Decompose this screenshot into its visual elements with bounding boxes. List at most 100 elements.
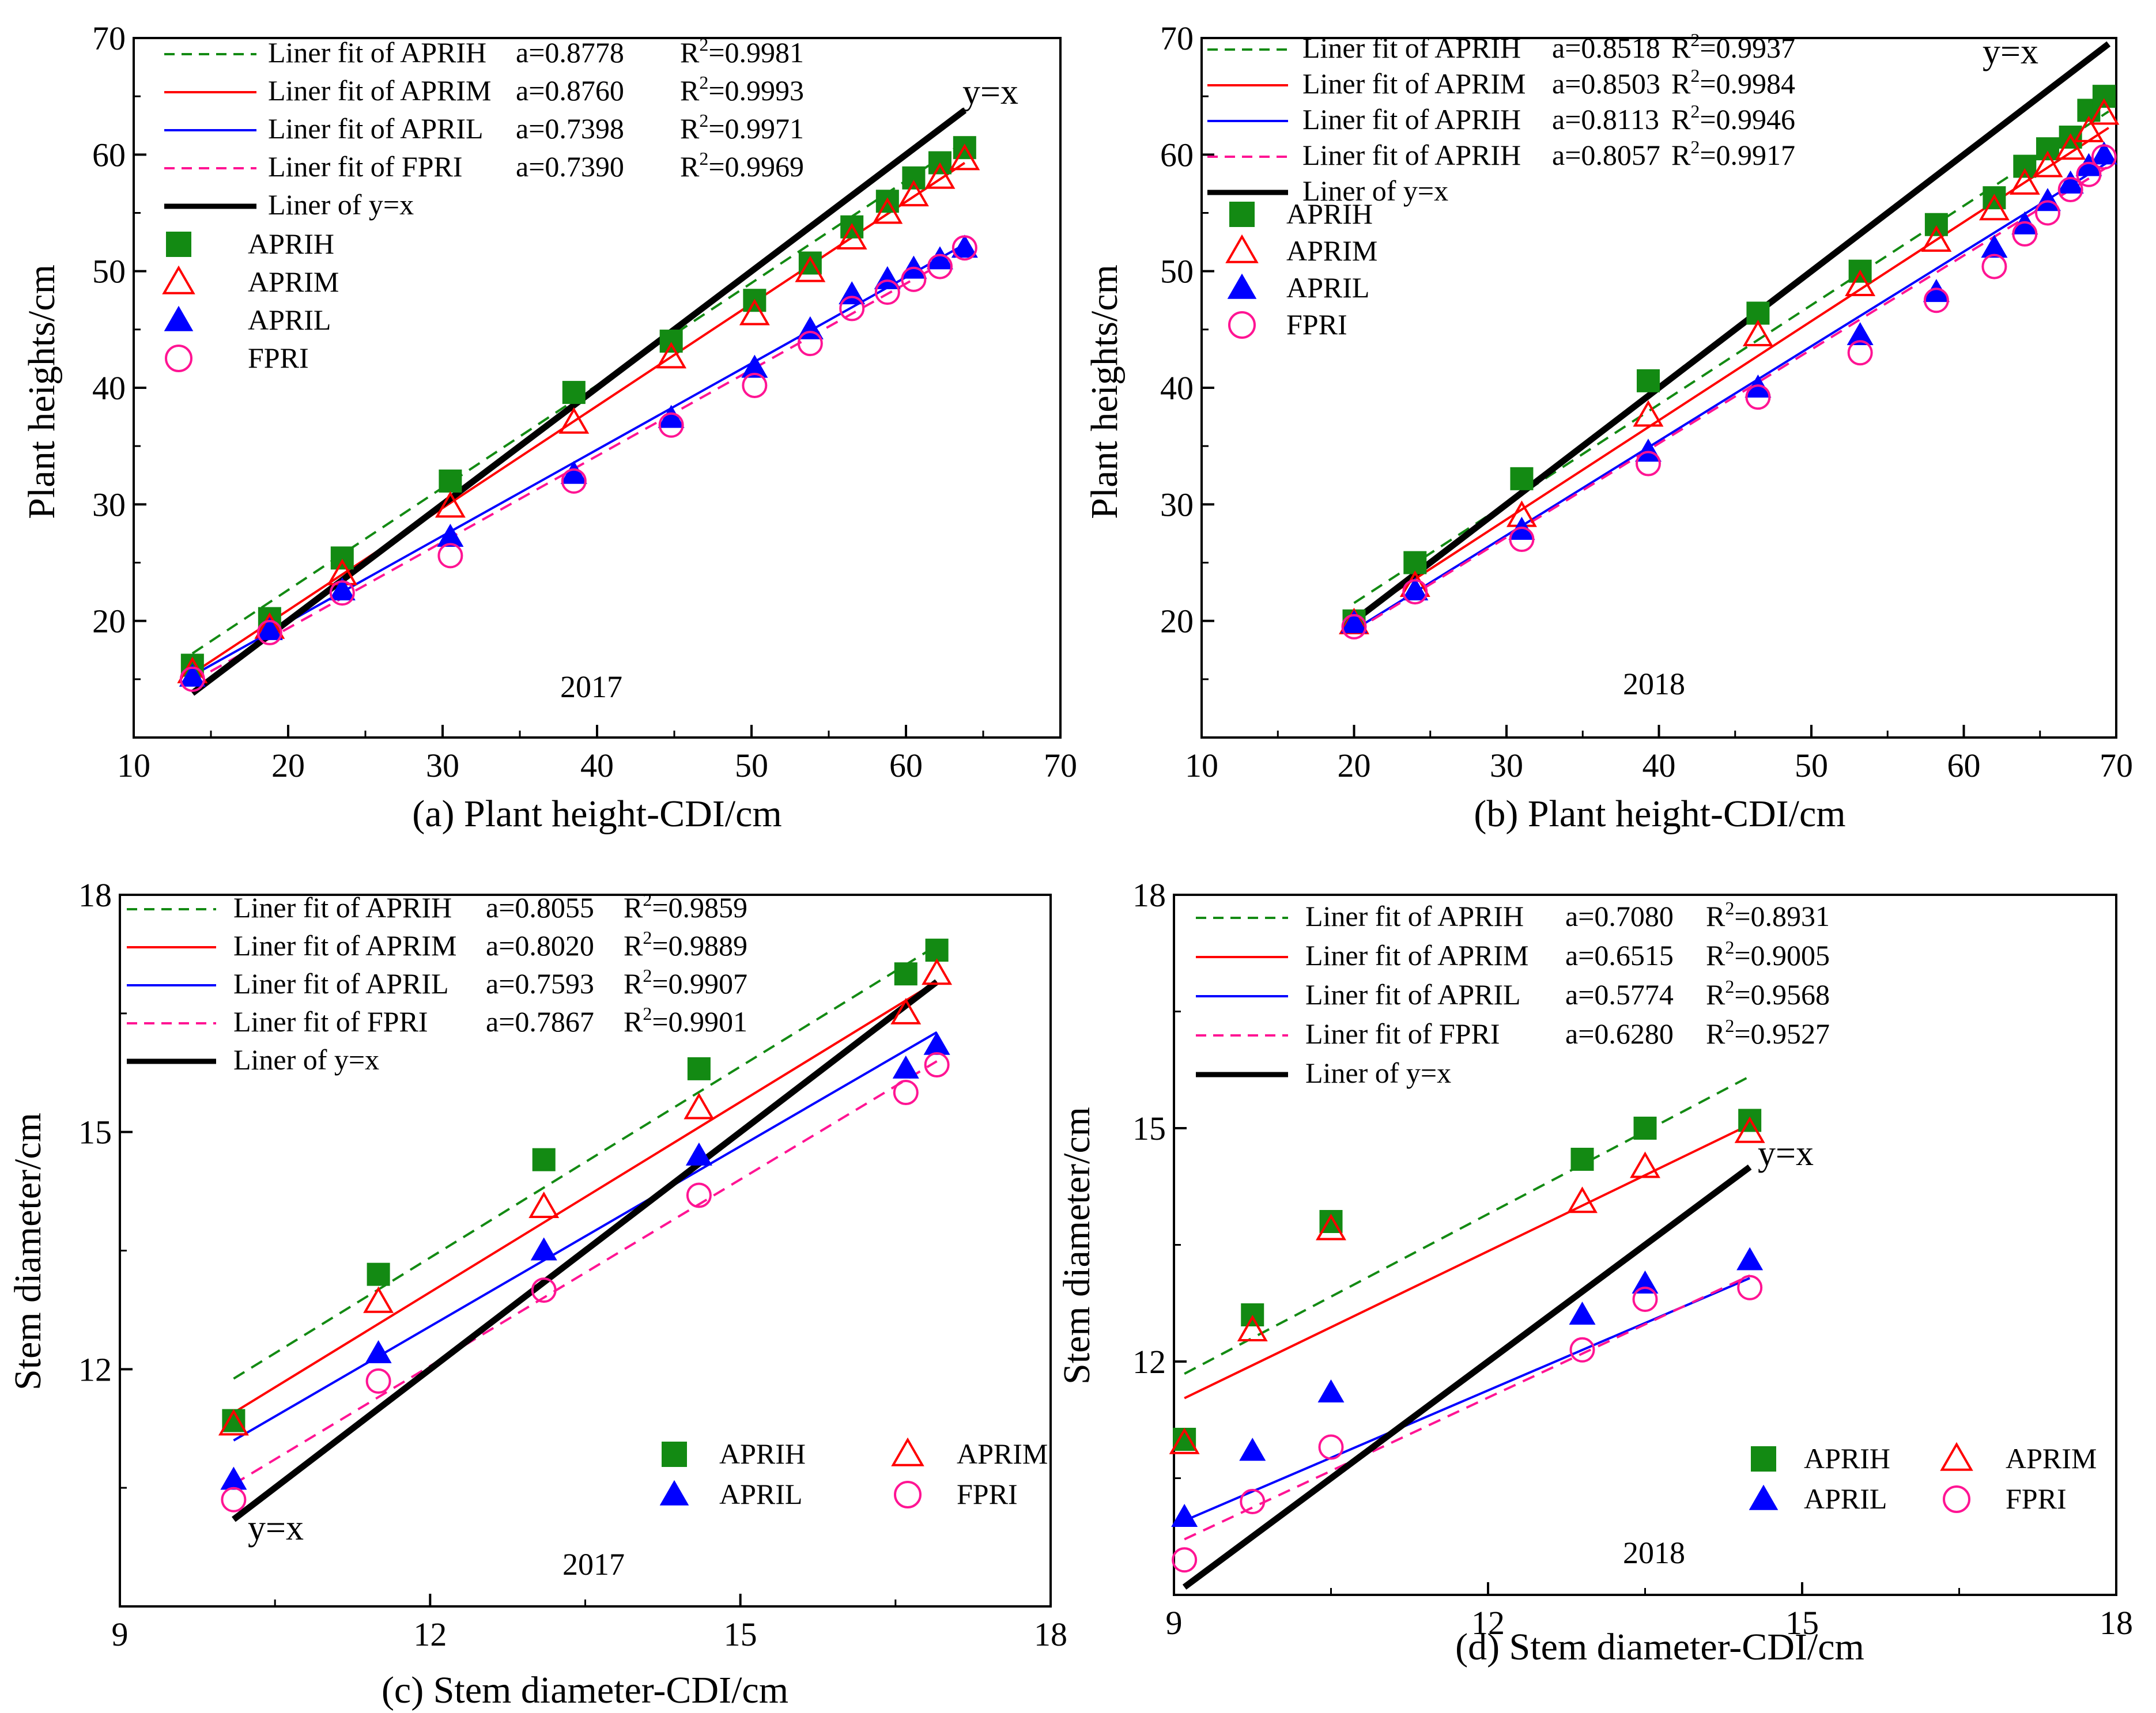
- r2-superscript: 2: [1690, 29, 1700, 50]
- legend-series-label: APRIM: [248, 266, 339, 298]
- legend-fit-label: Liner fit of APRIL: [1305, 978, 1521, 1011]
- legend-fit-r2: R2=0.9971: [680, 110, 804, 145]
- data-point-aprim: [924, 162, 956, 189]
- r2-value: =0.9527: [1734, 1018, 1830, 1050]
- legend-series-label: APRIL: [1804, 1483, 1887, 1515]
- identity-line: [1182, 1164, 1752, 1590]
- legend-marker-aprim: [1940, 1442, 1973, 1471]
- data-point-april: [1171, 1504, 1198, 1527]
- legend-fit-slope: a=0.5774: [1565, 978, 1674, 1011]
- data-point-aprih: [894, 962, 917, 986]
- data-point-fpri: [1923, 288, 1949, 313]
- legend-fit-r2: R2=0.9993: [680, 72, 804, 107]
- legend-fit-label: Liner of y=x: [268, 188, 414, 221]
- data-point-fpri: [1341, 614, 1367, 640]
- fit-line: [1353, 161, 2109, 631]
- legend-marker-april: [659, 1480, 689, 1506]
- legend-marker-april: [1227, 273, 1257, 299]
- data-point-fpri: [531, 1277, 557, 1303]
- fit-line: [191, 249, 965, 683]
- legend-fit-r2: R2=0.9937: [1671, 29, 1795, 64]
- legend-fit-r2: R2=0.9946: [1671, 101, 1795, 135]
- r2-superscript: 2: [699, 110, 708, 131]
- data-point-april: [329, 577, 356, 601]
- data-point-fpri: [1847, 340, 1873, 366]
- data-point-fpri: [1737, 1275, 1763, 1300]
- x-tick-label: 10: [117, 747, 150, 784]
- data-point-aprim: [795, 255, 826, 282]
- data-point-aprih: [902, 166, 926, 190]
- legend-fit-slope: a=0.8778: [516, 36, 624, 69]
- data-point-fpri: [329, 580, 355, 606]
- legend-series-label: APRIH: [1286, 198, 1373, 230]
- r2-value: =0.9981: [708, 36, 804, 69]
- data-point-fpri: [951, 235, 977, 261]
- legend-series-label: APRIM: [957, 1438, 1048, 1470]
- data-point-aprim: [2089, 98, 2120, 125]
- r2-superscript: 2: [1725, 898, 1734, 918]
- y-axis-label: Stem diameter/cm: [1056, 1107, 1098, 1385]
- x-tick-label: 40: [580, 747, 614, 784]
- data-point-april: [256, 617, 283, 640]
- data-point-aprih: [562, 381, 586, 404]
- data-point-april: [220, 1466, 247, 1490]
- data-point-april: [685, 1142, 712, 1166]
- r2-value: =0.9917: [1700, 139, 1795, 171]
- r2-prefix: R: [1671, 67, 1691, 100]
- identity-line: [1360, 41, 2111, 618]
- data-point-april: [1923, 279, 1950, 302]
- y-tick-label: 70: [1160, 20, 1194, 57]
- x-tick-label: 70: [1044, 747, 1077, 784]
- r2-superscript: 2: [1725, 976, 1734, 997]
- r2-value: =0.8931: [1734, 900, 1830, 932]
- data-point-aprih: [1924, 213, 1948, 236]
- legend-fit-slope: a=0.8518: [1552, 32, 1660, 64]
- data-point-aprih: [439, 469, 462, 493]
- legend-fit-r2: R2=0.9969: [680, 148, 804, 183]
- data-point-fpri: [1172, 1547, 1198, 1573]
- legend-fit-slope: a=0.6515: [1565, 939, 1674, 971]
- x-tick-label: 18: [1034, 1616, 1067, 1653]
- x-tick-label: 15: [1785, 1604, 1819, 1642]
- legend-series-label: FPRI: [1286, 308, 1347, 341]
- data-point-april: [1736, 1247, 1764, 1270]
- year-label: 2018: [1623, 1536, 1685, 1570]
- legend-fit-slope: a=0.8503: [1552, 67, 1660, 100]
- r2-superscript: 2: [699, 34, 708, 55]
- panel-d: 9 12 15 18 12 15 18 Stem diameter/cm (d) Stem di…: [1056, 876, 2133, 1668]
- legend-fit-label: Liner fit of APRIM: [1305, 939, 1528, 971]
- r2-prefix: R: [1671, 139, 1691, 171]
- legend-fit-label: Liner of y=x: [1305, 1057, 1451, 1089]
- r2-value: =0.9984: [1700, 67, 1795, 100]
- data-point-fpri: [2057, 177, 2083, 203]
- data-point-fpri: [1569, 1337, 1595, 1363]
- x-tick-label: 60: [1947, 747, 1981, 784]
- r2-value: =0.9993: [708, 74, 804, 107]
- legend-marker-fpri: [165, 345, 192, 372]
- data-point-aprim: [1921, 225, 1952, 252]
- r2-prefix: R: [624, 967, 643, 1000]
- r2-value: =0.9889: [652, 929, 747, 962]
- data-point-fpri: [927, 254, 953, 279]
- data-point-aprih: [1636, 369, 1660, 392]
- data-point-fpri: [797, 331, 823, 357]
- data-point-aprim: [949, 143, 980, 171]
- r2-superscript: 2: [643, 965, 652, 986]
- x-tick-label: 50: [735, 747, 768, 784]
- data-point-aprim: [1633, 400, 1664, 427]
- y-tick-label: 12: [1132, 1343, 1166, 1381]
- year-label: 2018: [1623, 667, 1685, 701]
- data-point-aprim: [1630, 1151, 1660, 1178]
- data-point-fpri: [901, 266, 927, 292]
- data-point-fpri: [256, 619, 282, 645]
- legend-fit-label: Liner fit of APRIH: [1302, 139, 1521, 171]
- data-point-fpri: [2076, 161, 2102, 187]
- data-point-aprim: [2055, 133, 2086, 160]
- y-tick-label: 20: [92, 603, 126, 640]
- x-tick-label: 30: [1490, 747, 1523, 784]
- fit-line: [233, 944, 938, 1380]
- data-point-april: [179, 663, 206, 687]
- data-point-aprih: [1510, 467, 1534, 490]
- r2-superscript: 2: [1690, 65, 1700, 86]
- identity-label: y=x: [248, 1508, 304, 1548]
